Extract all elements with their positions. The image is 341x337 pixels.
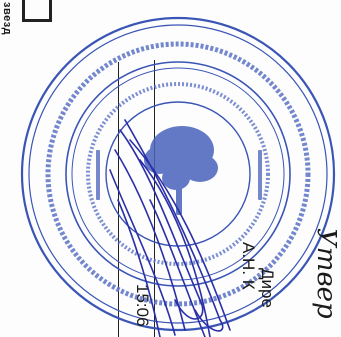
date-text: 15:06 xyxy=(133,284,152,327)
corner-label: звезд xyxy=(1,2,13,36)
corner-frame xyxy=(22,0,52,22)
approve-title: Утвер xyxy=(311,228,341,319)
signature-line-1 xyxy=(118,62,120,337)
director-name: А.Н. К xyxy=(239,242,258,290)
director-label: Дире xyxy=(258,268,277,308)
signature-line-2 xyxy=(154,60,156,337)
